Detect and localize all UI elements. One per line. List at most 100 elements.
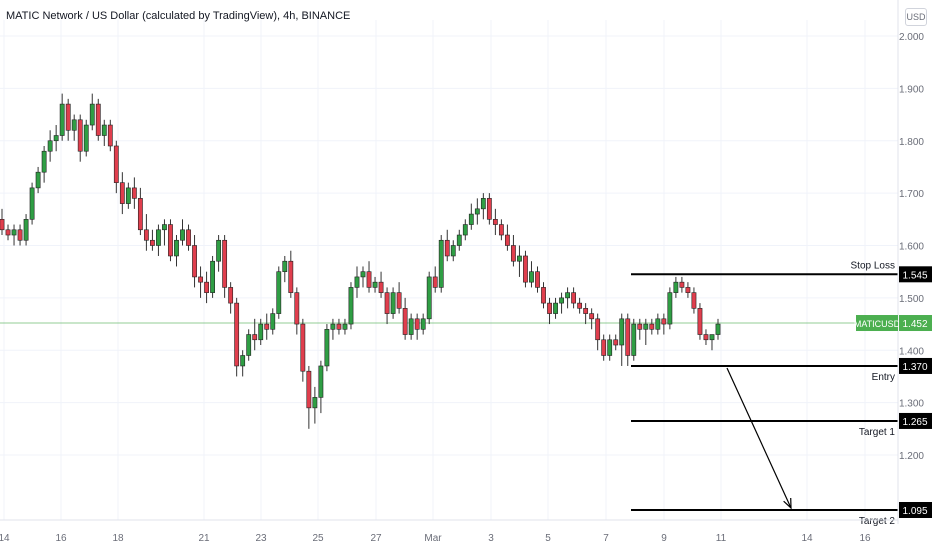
- candle[interactable]: [402, 297, 408, 340]
- candle[interactable]: [547, 297, 552, 325]
- candle[interactable]: [517, 245, 522, 277]
- candle[interactable]: [282, 255, 288, 283]
- candle[interactable]: [228, 282, 234, 314]
- candle[interactable]: [468, 203, 474, 230]
- candle[interactable]: [613, 334, 619, 351]
- candle[interactable]: [156, 224, 161, 256]
- candle[interactable]: [420, 313, 426, 335]
- candle[interactable]: [125, 182, 131, 209]
- candle[interactable]: [523, 250, 528, 288]
- candle[interactable]: [53, 125, 59, 152]
- candle[interactable]: [246, 329, 252, 361]
- candle[interactable]: [330, 318, 336, 340]
- candle[interactable]: [396, 282, 402, 314]
- candle[interactable]: [324, 324, 330, 372]
- candle[interactable]: [240, 350, 246, 377]
- candle[interactable]: [414, 313, 420, 340]
- candle[interactable]: [312, 386, 318, 424]
- candle[interactable]: [480, 193, 486, 220]
- candle[interactable]: [486, 193, 492, 225]
- candle[interactable]: [438, 235, 444, 293]
- candle[interactable]: [0, 208, 5, 236]
- candle[interactable]: [336, 318, 342, 335]
- candle[interactable]: [607, 334, 613, 361]
- candle[interactable]: [372, 276, 378, 293]
- candle[interactable]: [709, 334, 715, 351]
- candle[interactable]: [354, 266, 360, 298]
- candle[interactable]: [529, 261, 534, 288]
- projection-arrow[interactable]: [726, 367, 792, 510]
- candle[interactable]: [559, 292, 564, 314]
- candle[interactable]: [35, 166, 41, 194]
- candle[interactable]: [691, 287, 697, 314]
- candle[interactable]: [180, 219, 185, 246]
- candle[interactable]: [601, 334, 607, 361]
- candle[interactable]: [23, 214, 29, 246]
- candle[interactable]: [17, 224, 23, 246]
- candle[interactable]: [71, 114, 77, 141]
- candle[interactable]: [492, 208, 498, 236]
- candle[interactable]: [390, 287, 396, 319]
- candle[interactable]: [59, 93, 65, 141]
- candle[interactable]: [444, 229, 450, 262]
- current-price-tag[interactable]: MATICUSD 1.452: [854, 315, 932, 332]
- candle[interactable]: [294, 287, 300, 335]
- price-axis[interactable]: 2.000 1.900 1.800 1.700 1.600 1.500 1.400 1.300…: [854, 0, 932, 524]
- candle[interactable]: [474, 198, 480, 225]
- candle[interactable]: [511, 235, 516, 267]
- candle[interactable]: [288, 250, 294, 298]
- candle[interactable]: [107, 119, 113, 152]
- candle[interactable]: [565, 287, 570, 309]
- candle[interactable]: [360, 266, 366, 288]
- candles[interactable]: [0, 93, 721, 429]
- candle[interactable]: [150, 229, 155, 251]
- candle[interactable]: [168, 219, 173, 262]
- candle[interactable]: [342, 318, 348, 335]
- candle[interactable]: [162, 219, 167, 246]
- time-axis[interactable]: 14 16 18 21 23 25 27 Mar 3 5 7 9 11 14 16: [0, 519, 898, 544]
- candle[interactable]: [595, 313, 601, 351]
- candle[interactable]: [306, 365, 312, 429]
- candle[interactable]: [535, 266, 540, 293]
- candle[interactable]: [673, 276, 679, 298]
- candle[interactable]: [685, 282, 691, 298]
- candle[interactable]: [655, 313, 661, 335]
- candle[interactable]: [589, 308, 595, 330]
- candle[interactable]: [204, 271, 209, 304]
- candle[interactable]: [318, 360, 324, 414]
- candle[interactable]: [137, 187, 143, 236]
- candle[interactable]: [450, 240, 456, 262]
- candle[interactable]: [366, 261, 372, 293]
- candle[interactable]: [77, 114, 83, 162]
- candle[interactable]: [300, 318, 306, 382]
- candle[interactable]: [192, 235, 197, 288]
- candle[interactable]: [216, 235, 222, 272]
- candle[interactable]: [679, 276, 685, 293]
- level-stop-loss[interactable]: Stop Loss 1.545: [631, 260, 932, 283]
- candle[interactable]: [541, 282, 546, 309]
- candle[interactable]: [378, 271, 384, 298]
- candle[interactable]: [119, 172, 125, 215]
- currency-button[interactable]: USD: [905, 8, 927, 26]
- candle[interactable]: [113, 140, 119, 194]
- candle[interactable]: [703, 329, 709, 346]
- candle[interactable]: [143, 214, 149, 251]
- candle[interactable]: [583, 303, 589, 325]
- candle[interactable]: [619, 313, 625, 366]
- candle[interactable]: [348, 282, 354, 330]
- candle[interactable]: [5, 224, 11, 241]
- candle[interactable]: [631, 318, 637, 361]
- candle[interactable]: [101, 119, 107, 146]
- candle[interactable]: [697, 303, 703, 340]
- candle[interactable]: [47, 130, 53, 162]
- candle[interactable]: [505, 224, 510, 251]
- candle[interactable]: [252, 318, 258, 351]
- candle[interactable]: [498, 219, 504, 241]
- candle[interactable]: [11, 224, 17, 246]
- candle[interactable]: [715, 318, 721, 340]
- candle[interactable]: [661, 313, 667, 335]
- candle[interactable]: [276, 266, 282, 319]
- level-target-2[interactable]: Target 2 1.095: [631, 501, 932, 527]
